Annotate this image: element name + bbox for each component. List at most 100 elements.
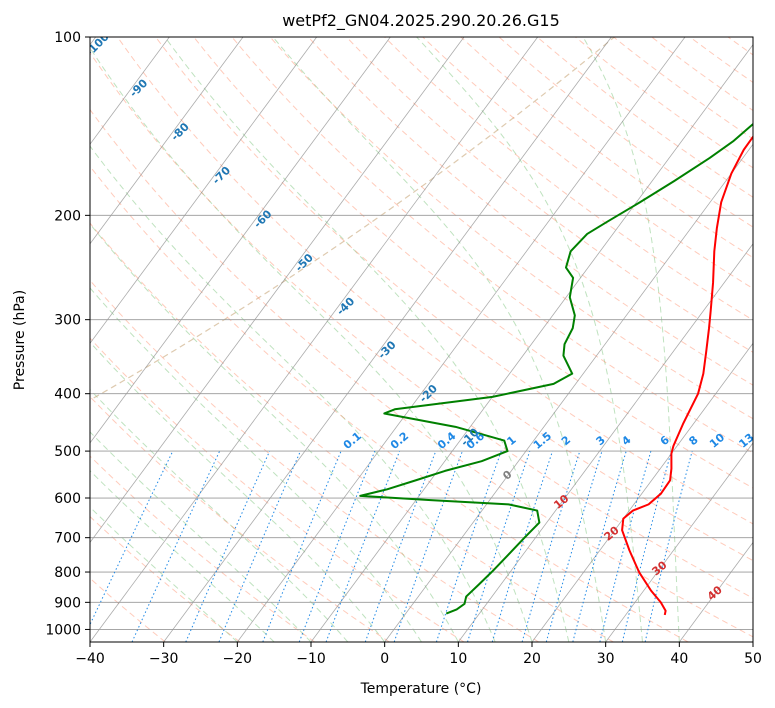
dry-adiabat-line [346,37,753,353]
reference-curve [90,37,615,401]
isotherm-label: -90 [127,76,150,99]
annotations: -100-90-80-70-60-50-40-30-20-100.1 0.2 0.4… [83,30,757,603]
moist-adiabat-line [416,37,643,642]
mixing-ratio-line [644,450,693,642]
y-tick-label: 700 [54,531,81,547]
isotherm-label: -100 [83,30,112,59]
mixing-ratio-label: 0.2 [388,429,411,451]
y-tick-label: 1000 [45,622,81,638]
dry-adiabat-label: 0 [500,468,514,483]
dry-adiabat-line [498,37,753,228]
x-tick-label: 10 [449,651,467,667]
mixing-ratio-line [262,450,342,642]
isotherm-label: -70 [210,164,233,187]
mixing-ratio-line [435,450,502,642]
pressure-gridlines [90,37,753,630]
dry-adiabat-line [766,37,775,642]
moist-adiabat-line [272,37,607,642]
moist-adiabat-line [90,470,275,642]
dry-adiabat-label: 20 [602,523,622,543]
moist-adiabat-line [90,287,422,642]
mixing-ratio-line [364,450,437,642]
dry-adiabat-line [651,37,753,112]
y-tick-label: 300 [54,313,81,329]
y-tick-label: 500 [54,444,81,460]
mixing-ratio-line [467,450,531,642]
isotherm-label: -30 [375,338,398,361]
mixing-ratio-label: 3 [594,433,608,448]
mixing-ratio-label: 10 [707,431,727,451]
mixing-ratio-line [572,450,627,642]
mixing-ratio-label: 8 [686,433,700,448]
moist-adiabat-line [90,506,238,642]
moist-adiabat-line [90,388,349,642]
dry-adiabat-line [90,395,390,642]
y-tick-label: 400 [54,387,81,403]
isotherm-line [237,37,686,642]
x-tick-label: 50 [744,651,762,667]
x-tick-label: 0 [380,651,389,667]
dry-adiabat-line [689,37,753,84]
isotherm-line [531,342,753,642]
isotherm-line [605,442,753,642]
mixing-ratio-line [325,450,401,642]
mixing-ratio-label: 0.4 [435,429,459,452]
dry-adiabat-line [269,37,753,420]
chart-title: wetPf2_GN04.2025.290.20.26.G15 [282,11,560,31]
moist-adiabat-line [90,47,533,642]
moist-adiabats [90,37,680,642]
dry-adiabat-line [384,37,753,321]
y-axis-label: Pressure (hPa) [12,290,28,390]
plot-area: -100-90-80-70-60-50-40-30-20-100.1 0.2 0.4… [83,30,775,642]
y-tick-label: 200 [54,208,81,224]
dry-adiabat-label: 30 [649,558,669,578]
dry-adiabat-label: 40 [705,583,725,603]
x-tick-label: 20 [523,651,541,667]
y-tick-label: 100 [54,30,81,46]
dry-adiabat-line [90,455,315,642]
dry-adiabat-line [231,37,753,454]
y-axis: 100 200 300 400 500 600 700 800 900 1000 [45,30,90,638]
dry-adiabat-line [90,51,753,599]
isotherm-label: -50 [293,251,316,274]
mixing-ratio-line [298,450,376,642]
mixing-ratio-line [545,450,603,642]
isotherm-line [90,37,170,145]
isotherm-line [90,37,318,345]
y-tick-label: 900 [54,595,81,611]
mixing-ratio-line [90,450,174,626]
moist-adiabat-line [582,37,680,642]
dry-adiabat-line [90,108,753,638]
isotherm-line [90,37,244,245]
dry-adiabat-line [422,37,753,290]
isotherm-line [310,44,753,642]
y-tick-label: 800 [54,565,81,581]
dry-adiabat-line [536,37,753,198]
mixing-ratio-lines [90,450,693,642]
x-axis-label: Temperature (°C) [360,681,482,697]
x-axis: −40 −30 −20 −10 0 10 20 30 40 50 [75,642,762,667]
isotherm-label: -40 [334,295,357,318]
mixing-ratio-line [599,450,652,642]
isotherm-line [458,243,753,642]
isotherm-label: -20 [417,382,440,405]
dry-adiabat-label: 10 [551,492,571,512]
mixing-ratio-label: 1.5 [531,429,554,451]
dry-adiabat-line [90,577,166,642]
isotherm-line [90,37,391,444]
moist-adiabat-line [164,37,570,642]
mixing-ratio-line [185,450,271,642]
y-tick-label: 600 [54,491,81,507]
mixing-ratio-line [131,450,221,642]
isotherm-line [384,143,753,642]
dry-adiabat-line [90,337,465,642]
x-tick-label: −30 [149,651,179,667]
x-tick-label: −40 [75,651,105,667]
mixing-ratio-line [521,450,581,642]
isotherm-label: -80 [168,120,191,143]
x-tick-label: −10 [296,651,326,667]
mixing-ratio-label: 13 [737,431,757,451]
mixing-ratio-line [218,450,301,642]
moist-adiabat-line [90,341,386,642]
